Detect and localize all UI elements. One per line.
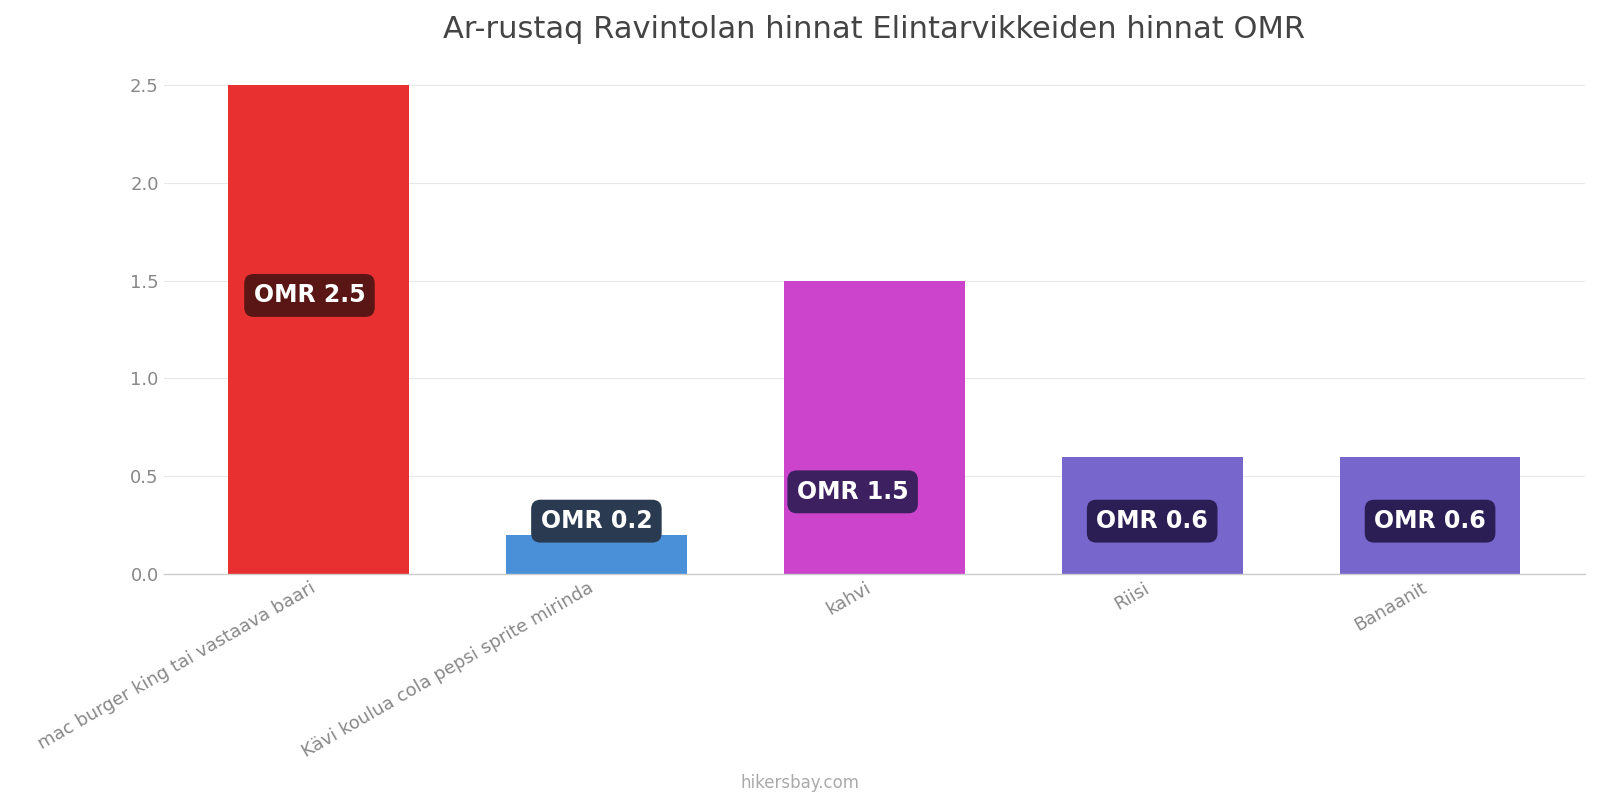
Text: OMR 0.2: OMR 0.2	[541, 509, 653, 533]
Bar	[1339, 457, 1520, 574]
Bar	[784, 281, 965, 574]
Text: OMR 0.6: OMR 0.6	[1374, 509, 1486, 533]
Text: OMR 0.6: OMR 0.6	[1096, 509, 1208, 533]
Title: Ar-rustaq Ravintolan hinnat Elintarvikkeiden hinnat OMR: Ar-rustaq Ravintolan hinnat Elintarvikke…	[443, 15, 1306, 44]
Text: OMR 2.5: OMR 2.5	[254, 283, 365, 307]
Bar	[1062, 457, 1243, 574]
Text: OMR 1.5: OMR 1.5	[797, 480, 909, 504]
Bar	[229, 86, 410, 574]
Bar	[506, 535, 686, 574]
Text: hikersbay.com: hikersbay.com	[741, 774, 859, 792]
